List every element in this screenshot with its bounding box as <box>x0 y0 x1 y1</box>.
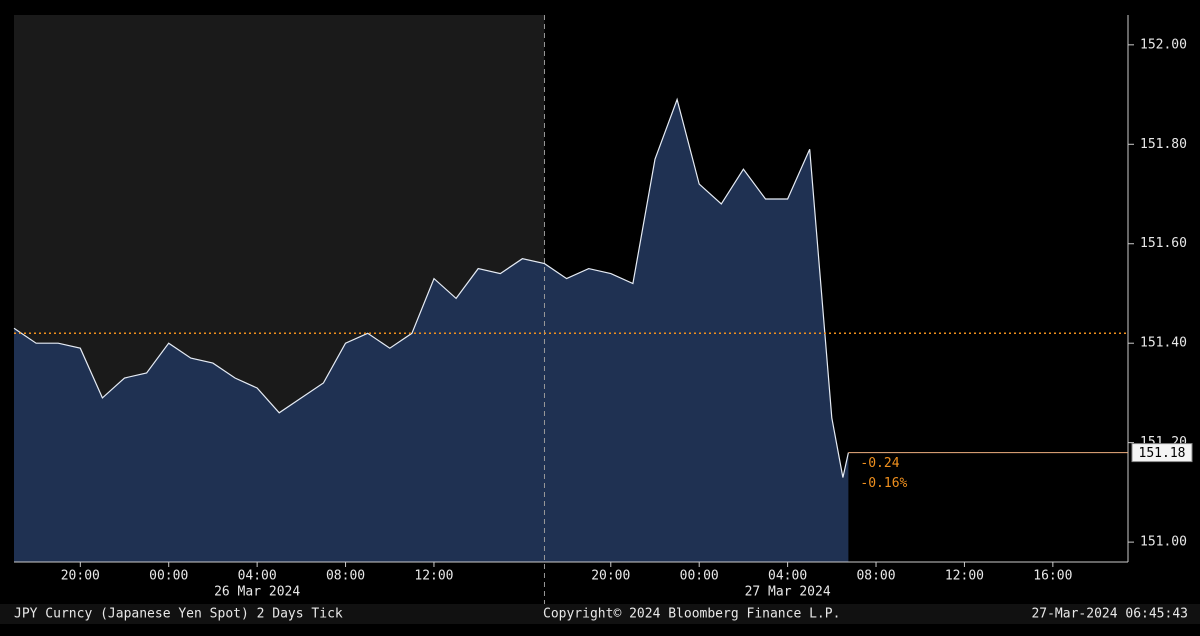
x-tick-label: 04:00 <box>768 569 807 584</box>
date-label: 27 Mar 2024 <box>745 585 831 600</box>
footer-left: JPY Curncy (Japanese Yen Spot) 2 Days Ti… <box>14 607 343 622</box>
y-tick-label: 151.60 <box>1140 236 1187 251</box>
x-tick-label: 12:00 <box>414 569 453 584</box>
x-tick-label: 08:00 <box>326 569 365 584</box>
area-fill <box>14 99 849 562</box>
y-tick-label: 151.40 <box>1140 336 1187 351</box>
x-tick-label: 08:00 <box>856 569 895 584</box>
x-tick-label: 20:00 <box>591 569 630 584</box>
footer-right: 27-Mar-2024 06:45:43 <box>1031 607 1188 622</box>
x-tick-label: 00:00 <box>149 569 188 584</box>
x-tick-label: 00:00 <box>680 569 719 584</box>
date-label: 26 Mar 2024 <box>214 585 300 600</box>
footer-center: Copyright© 2024 Bloomberg Finance L.P. <box>543 607 840 622</box>
x-tick-label: 16:00 <box>1033 569 1072 584</box>
x-tick-label: 12:00 <box>945 569 984 584</box>
price-line <box>13 97 849 478</box>
change-pct-label: -0.16% <box>860 476 907 491</box>
x-tick-label: 04:00 <box>238 569 277 584</box>
y-tick-label: 152.00 <box>1140 37 1187 52</box>
change-label: -0.24 <box>860 456 899 471</box>
y-tick-label: 151.00 <box>1140 535 1187 550</box>
y-tick-label: 151.80 <box>1140 137 1187 152</box>
last-price-box <box>1131 443 1193 463</box>
last-price-label: 151.18 <box>1139 446 1186 461</box>
footer-bar <box>0 604 1200 624</box>
x-tick-label: 20:00 <box>61 569 100 584</box>
